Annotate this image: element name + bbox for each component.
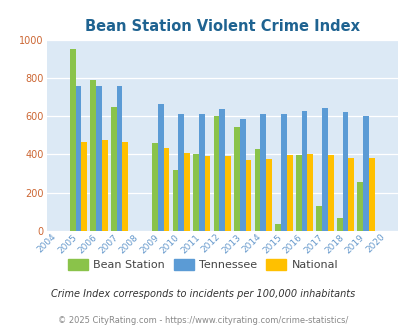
Text: Crime Index corresponds to incidents per 100,000 inhabitants: Crime Index corresponds to incidents per… bbox=[51, 289, 354, 299]
Bar bbox=[183, 153, 190, 231]
Bar bbox=[178, 114, 183, 231]
Bar bbox=[122, 142, 128, 231]
Legend: Bean Station, Tennessee, National: Bean Station, Tennessee, National bbox=[63, 255, 342, 275]
Bar bbox=[172, 170, 178, 231]
Bar bbox=[295, 155, 301, 231]
Bar bbox=[321, 108, 327, 231]
Bar bbox=[90, 80, 96, 231]
Title: Bean Station Violent Crime Index: Bean Station Violent Crime Index bbox=[85, 19, 359, 34]
Bar bbox=[254, 149, 260, 231]
Bar bbox=[260, 114, 266, 231]
Bar bbox=[204, 156, 210, 231]
Bar bbox=[368, 158, 374, 231]
Bar bbox=[347, 158, 353, 231]
Bar bbox=[234, 127, 239, 231]
Bar bbox=[75, 85, 81, 231]
Bar bbox=[280, 114, 286, 231]
Bar bbox=[198, 114, 204, 231]
Bar bbox=[266, 159, 271, 231]
Bar bbox=[102, 140, 107, 231]
Bar bbox=[111, 107, 116, 231]
Bar bbox=[356, 182, 362, 231]
Bar bbox=[213, 116, 219, 231]
Bar bbox=[315, 206, 321, 231]
Bar bbox=[225, 156, 230, 231]
Bar bbox=[116, 86, 122, 231]
Bar bbox=[286, 155, 292, 231]
Bar bbox=[96, 85, 102, 231]
Bar bbox=[151, 143, 158, 231]
Bar bbox=[163, 148, 169, 231]
Bar bbox=[70, 49, 75, 231]
Bar bbox=[245, 160, 251, 231]
Bar bbox=[301, 111, 307, 231]
Bar bbox=[193, 154, 198, 231]
Bar bbox=[336, 217, 342, 231]
Text: © 2025 CityRating.com - https://www.cityrating.com/crime-statistics/: © 2025 CityRating.com - https://www.city… bbox=[58, 316, 347, 325]
Bar bbox=[362, 116, 368, 231]
Bar bbox=[239, 119, 245, 231]
Bar bbox=[219, 109, 225, 231]
Bar bbox=[307, 154, 312, 231]
Bar bbox=[342, 112, 347, 231]
Bar bbox=[327, 155, 333, 231]
Bar bbox=[275, 224, 280, 231]
Bar bbox=[81, 142, 87, 231]
Bar bbox=[158, 104, 163, 231]
